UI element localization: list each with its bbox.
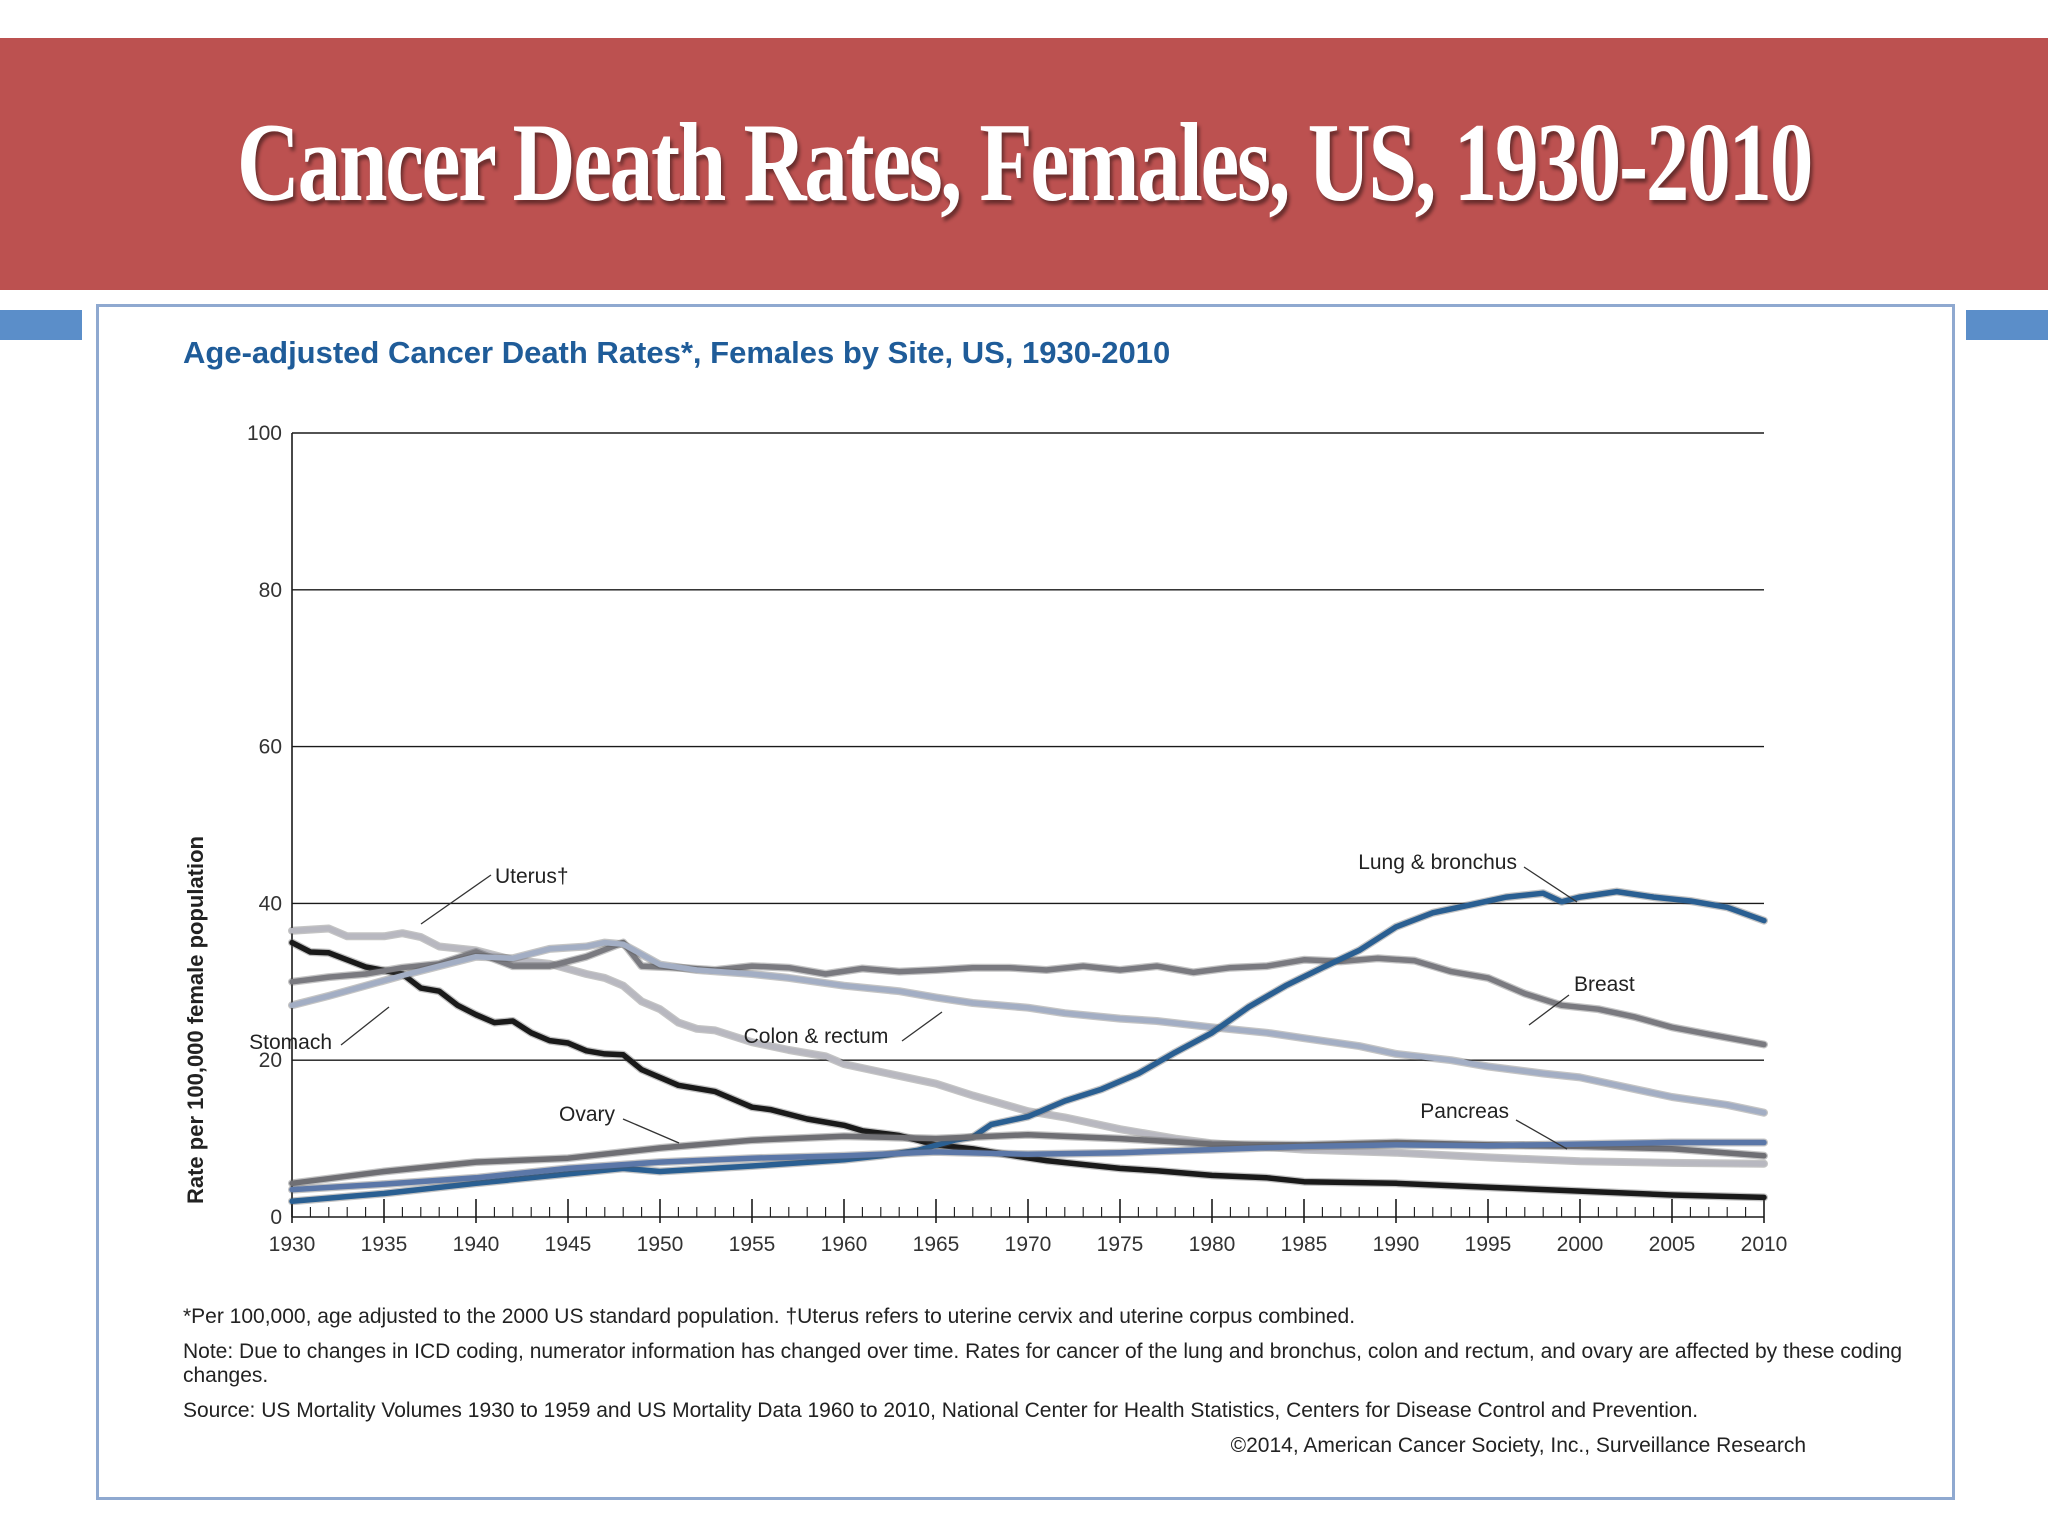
x-tick-label: 2010 bbox=[1741, 1233, 1788, 1256]
series-line bbox=[289, 939, 1767, 1201]
annotation-leader bbox=[622, 1118, 680, 1144]
annotation-leader bbox=[1523, 866, 1578, 903]
x-tick-label: 1955 bbox=[729, 1233, 776, 1256]
series-breast bbox=[288, 938, 1768, 1049]
x-tick-label: 1950 bbox=[637, 1233, 684, 1256]
left-accent-bar bbox=[0, 310, 82, 340]
x-tick-label: 1945 bbox=[545, 1233, 592, 1256]
x-tick-label: 1965 bbox=[913, 1233, 960, 1256]
annotation-label: Stomach bbox=[249, 1031, 332, 1054]
annotation-label: Colon & rectum bbox=[744, 1025, 889, 1048]
annotation-leader bbox=[901, 1011, 943, 1042]
annotation-label: Breast bbox=[1574, 973, 1635, 996]
x-tick-label: 1930 bbox=[269, 1233, 316, 1256]
x-tick-label: 1970 bbox=[1005, 1233, 1052, 1256]
line-chart: 0 20 40 60 80 100 1930 1935 1940 1945 1950 1955 1960… bbox=[183, 422, 1788, 1256]
x-tick-label: 1975 bbox=[1097, 1233, 1144, 1256]
annotation-leader bbox=[1528, 994, 1570, 1026]
series-colon-rectum bbox=[288, 938, 1768, 1117]
slide-title: Cancer Death Rates, Females, US, 1930-20… bbox=[236, 101, 1814, 225]
annotation-label: Uterus† bbox=[495, 865, 569, 888]
y-tick-label: 80 bbox=[259, 579, 282, 602]
annotation-leader bbox=[1515, 1119, 1568, 1150]
x-tick-label: 1995 bbox=[1465, 1233, 1512, 1256]
series-line bbox=[289, 888, 1767, 1205]
x-tick-label: 1960 bbox=[821, 1233, 868, 1256]
chart-panel: Age-adjusted Cancer Death Rates*, Female… bbox=[96, 304, 1955, 1500]
x-tick-label: 1980 bbox=[1189, 1233, 1236, 1256]
y-tick-label: 0 bbox=[270, 1206, 282, 1229]
annotation-leader bbox=[420, 874, 492, 925]
series-line bbox=[289, 1139, 1767, 1193]
source-text: Source: US Mortality Volumes 1930 to 195… bbox=[183, 1399, 1699, 1422]
chart-notes: *Per 100,000, age adjusted to the 2000 U… bbox=[183, 1305, 1923, 1434]
y-tick-label: 40 bbox=[259, 892, 282, 915]
series-lung-bronchus bbox=[288, 887, 1768, 1206]
footnote-text: *Per 100,000, age adjusted to the 2000 U… bbox=[183, 1305, 1356, 1328]
y-tick-label: 20 bbox=[259, 1049, 282, 1072]
y-axis-label: Rate per 100,000 female population bbox=[183, 836, 208, 1204]
series-pancreas bbox=[288, 1138, 1768, 1194]
x-tick-label: 2000 bbox=[1557, 1233, 1604, 1256]
y-tick-label: 100 bbox=[247, 422, 282, 445]
x-tick-label: 1940 bbox=[453, 1233, 500, 1256]
x-tick-label: 1990 bbox=[1373, 1233, 1420, 1256]
annotation-label: Pancreas bbox=[1420, 1100, 1509, 1123]
copyright-text: ©2014, American Cancer Society, Inc., Su… bbox=[1230, 1434, 1806, 1457]
series-line bbox=[289, 939, 1767, 1116]
annotation-label: Lung & bronchus bbox=[1358, 851, 1517, 874]
y-tick-label: 60 bbox=[259, 736, 282, 759]
series-stomach bbox=[288, 938, 1768, 1202]
right-accent-bar bbox=[1966, 310, 2048, 340]
x-tick-label: 1985 bbox=[1281, 1233, 1328, 1256]
annotation-label: Ovary bbox=[559, 1103, 616, 1126]
title-banner bbox=[0, 38, 2048, 290]
series-line bbox=[289, 939, 1767, 1048]
coding-note-text: Note: Due to changes in ICD coding, nume… bbox=[183, 1340, 1903, 1387]
x-tick-label: 2005 bbox=[1649, 1233, 1696, 1256]
chart-title: Age-adjusted Cancer Death Rates*, Female… bbox=[183, 335, 1171, 370]
x-tick-label: 1935 bbox=[361, 1233, 408, 1256]
annotation-leader bbox=[340, 1006, 390, 1046]
